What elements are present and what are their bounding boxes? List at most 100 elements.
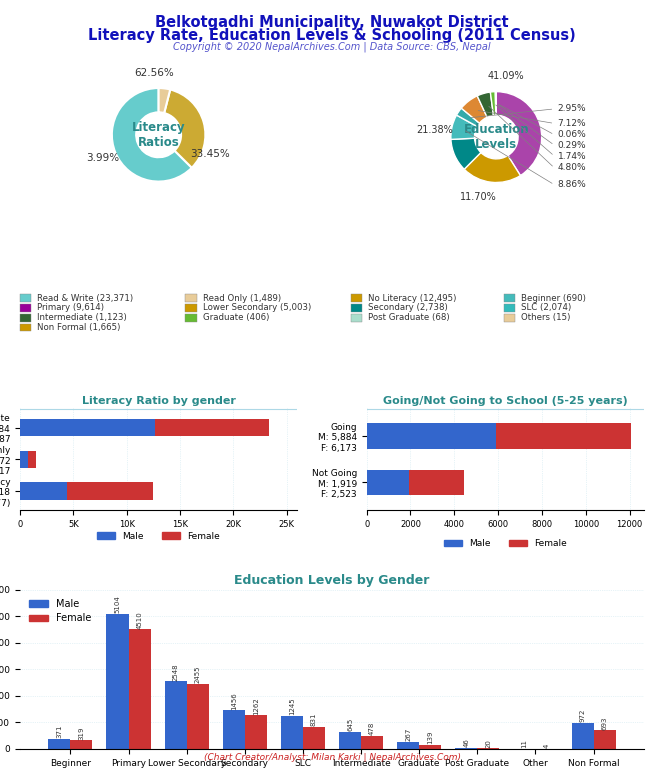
Wedge shape (477, 92, 493, 118)
Text: (Chart Creator/Analyst: Milan Karki | NepalArchives.Com): (Chart Creator/Analyst: Milan Karki | Ne… (203, 753, 461, 762)
Bar (20, 314, 31, 322)
Text: Read & Write (23,371): Read & Write (23,371) (37, 293, 133, 303)
Text: Literacy Rate, Education Levels & Schooling (2011 Census): Literacy Rate, Education Levels & School… (88, 28, 576, 44)
Wedge shape (159, 88, 170, 113)
Bar (185, 304, 197, 312)
Bar (409, 470, 464, 495)
Bar (20, 294, 31, 302)
Text: 62.56%: 62.56% (134, 68, 174, 78)
Text: 7.12%: 7.12% (558, 119, 586, 128)
Text: 2.95%: 2.95% (558, 104, 586, 114)
Wedge shape (490, 91, 496, 115)
Text: 1.74%: 1.74% (558, 151, 586, 161)
Bar (504, 294, 515, 302)
Text: 2548: 2548 (173, 663, 179, 680)
Legend: Male, Female: Male, Female (94, 528, 224, 545)
Bar (28, 451, 36, 468)
Bar (367, 423, 495, 449)
Bar (351, 304, 362, 312)
Wedge shape (451, 138, 481, 169)
Bar (165, 681, 187, 749)
Bar (419, 745, 442, 749)
Bar (495, 423, 631, 449)
Wedge shape (461, 96, 487, 123)
Text: Intermediate (1,123): Intermediate (1,123) (37, 313, 127, 322)
Bar (20, 323, 31, 331)
Text: 11.70%: 11.70% (459, 192, 497, 202)
Bar (20, 304, 31, 312)
Text: 4.80%: 4.80% (558, 164, 586, 173)
Text: 478: 478 (369, 722, 375, 736)
Wedge shape (495, 91, 496, 115)
Bar (155, 419, 270, 436)
Bar (185, 314, 197, 322)
Bar (67, 482, 153, 500)
Wedge shape (496, 91, 542, 176)
Text: Lower Secondary (5,003): Lower Secondary (5,003) (203, 303, 311, 313)
Text: 831: 831 (311, 713, 317, 726)
Bar (572, 723, 594, 749)
Text: Beginner (690): Beginner (690) (521, 293, 586, 303)
Text: 1456: 1456 (231, 692, 237, 710)
Text: 371: 371 (56, 725, 62, 738)
Bar (185, 294, 197, 302)
Wedge shape (112, 88, 192, 181)
Bar (245, 715, 267, 749)
Title: Going/Not Going to School (5-25 years): Going/Not Going to School (5-25 years) (383, 396, 627, 406)
Text: Education
Levels: Education Levels (463, 123, 529, 151)
Text: 645: 645 (347, 718, 353, 731)
Bar (20, 482, 67, 500)
Text: Belkotgadhi Municipality, Nuwakot District: Belkotgadhi Municipality, Nuwakot Distri… (155, 15, 509, 31)
Text: 267: 267 (405, 728, 411, 741)
Bar (361, 737, 383, 749)
Text: 5104: 5104 (114, 595, 120, 613)
Text: 3.99%: 3.99% (86, 153, 119, 163)
Text: Copyright © 2020 NepalArchives.Com | Data Source: CBS, Nepal: Copyright © 2020 NepalArchives.Com | Dat… (173, 41, 491, 52)
Legend: Male, Female: Male, Female (440, 535, 570, 551)
Text: Others (15): Others (15) (521, 313, 570, 322)
Wedge shape (464, 153, 521, 183)
Text: Read Only (1,489): Read Only (1,489) (203, 293, 281, 303)
Bar (48, 739, 70, 749)
Text: 41.09%: 41.09% (487, 71, 524, 81)
Text: 8.86%: 8.86% (558, 180, 586, 189)
Text: SLC (2,074): SLC (2,074) (521, 303, 571, 313)
Text: 2455: 2455 (195, 666, 201, 683)
Bar (129, 629, 151, 749)
Legend: Male, Female: Male, Female (25, 594, 95, 627)
Wedge shape (451, 115, 477, 140)
Bar (456, 747, 477, 749)
Wedge shape (457, 108, 479, 127)
Text: Secondary (2,738): Secondary (2,738) (369, 303, 448, 313)
Bar (504, 304, 515, 312)
Text: Graduate (406): Graduate (406) (203, 313, 269, 322)
Bar (20, 451, 28, 468)
Text: 139: 139 (427, 731, 433, 744)
Text: 0.29%: 0.29% (558, 141, 586, 150)
Bar (351, 314, 362, 322)
Bar (351, 294, 362, 302)
Bar (106, 614, 129, 749)
Bar (504, 314, 515, 322)
Bar (397, 742, 419, 749)
Bar (222, 710, 245, 749)
Bar (339, 732, 361, 749)
Title: Literacy Ratio by gender: Literacy Ratio by gender (82, 396, 236, 406)
Wedge shape (164, 90, 205, 167)
Text: Primary (9,614): Primary (9,614) (37, 303, 104, 313)
Bar (187, 684, 208, 749)
Text: 4510: 4510 (137, 611, 143, 629)
Text: 693: 693 (602, 717, 608, 730)
Bar (594, 730, 616, 749)
Bar (303, 727, 325, 749)
Text: 972: 972 (580, 709, 586, 723)
Text: Non Formal (1,665): Non Formal (1,665) (37, 323, 121, 332)
Text: Post Graduate (68): Post Graduate (68) (369, 313, 450, 322)
Bar (20, 419, 155, 436)
Text: No Literacy (12,495): No Literacy (12,495) (369, 293, 457, 303)
Text: 20: 20 (485, 739, 491, 747)
Text: 33.45%: 33.45% (190, 148, 230, 158)
Text: 0.06%: 0.06% (558, 131, 586, 139)
Title: Education Levels by Gender: Education Levels by Gender (234, 574, 430, 588)
Bar (367, 470, 409, 495)
